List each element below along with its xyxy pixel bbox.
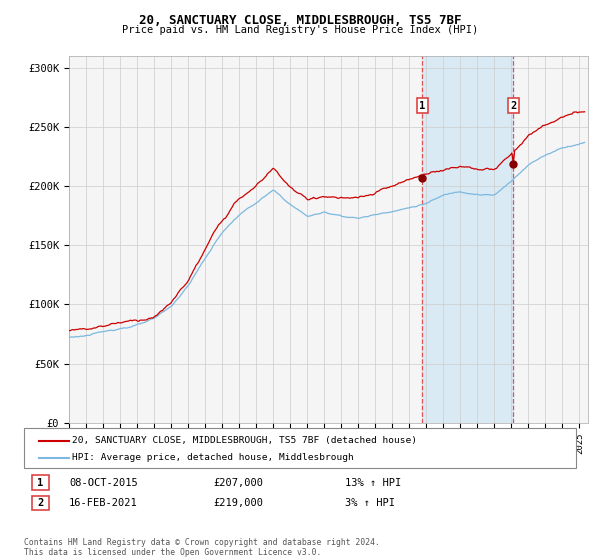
- Text: Price paid vs. HM Land Registry's House Price Index (HPI): Price paid vs. HM Land Registry's House …: [122, 25, 478, 35]
- Text: £207,000: £207,000: [213, 478, 263, 488]
- Text: 1: 1: [37, 478, 43, 488]
- Text: HPI: Average price, detached house, Middlesbrough: HPI: Average price, detached house, Midd…: [72, 453, 354, 462]
- Text: 2: 2: [37, 498, 43, 508]
- Text: 08-OCT-2015: 08-OCT-2015: [69, 478, 138, 488]
- Text: 3% ↑ HPI: 3% ↑ HPI: [345, 498, 395, 508]
- Text: 20, SANCTUARY CLOSE, MIDDLESBROUGH, TS5 7BF (detached house): 20, SANCTUARY CLOSE, MIDDLESBROUGH, TS5 …: [72, 436, 417, 445]
- Text: 13% ↑ HPI: 13% ↑ HPI: [345, 478, 401, 488]
- Text: 16-FEB-2021: 16-FEB-2021: [69, 498, 138, 508]
- Bar: [422, 56, 514, 423]
- Text: Contains HM Land Registry data © Crown copyright and database right 2024.
This d: Contains HM Land Registry data © Crown c…: [24, 538, 380, 557]
- Text: 2: 2: [511, 101, 517, 111]
- Text: 1: 1: [419, 101, 425, 111]
- Text: 20, SANCTUARY CLOSE, MIDDLESBROUGH, TS5 7BF: 20, SANCTUARY CLOSE, MIDDLESBROUGH, TS5 …: [139, 14, 461, 27]
- Text: £219,000: £219,000: [213, 498, 263, 508]
